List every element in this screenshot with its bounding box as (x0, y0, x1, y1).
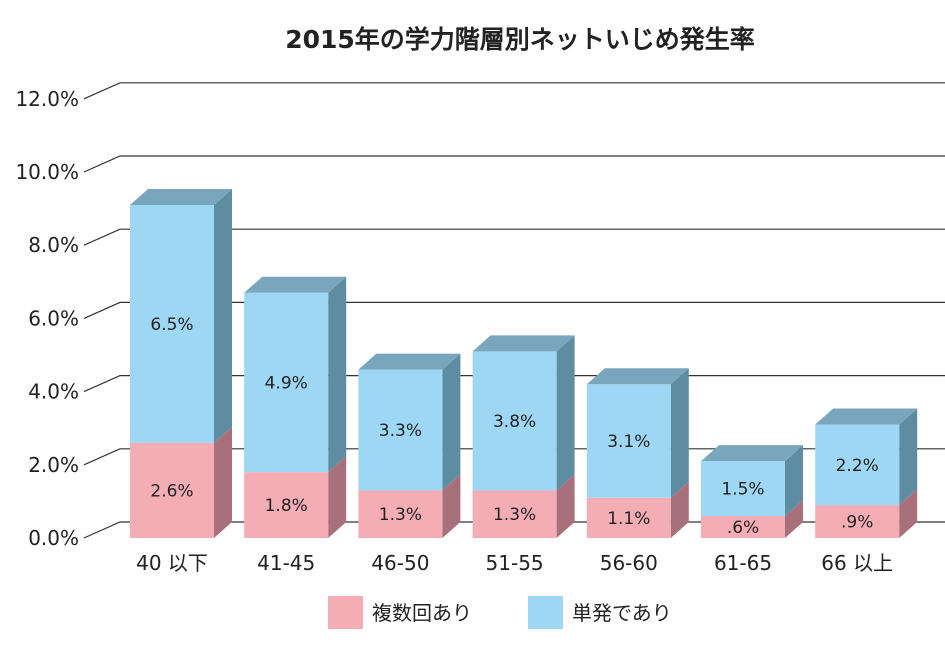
y-tick-label: 4.0% (28, 380, 79, 404)
bar-side (442, 353, 461, 491)
legend-label: 単発であり (572, 601, 672, 625)
bar-segment (586, 384, 671, 498)
data-label: .9% (841, 513, 873, 533)
bar-top (701, 445, 803, 462)
gridline (83, 82, 945, 100)
legend-swatch (328, 596, 363, 629)
y-tick-label: 0.0% (28, 526, 79, 550)
bar-segment (586, 497, 671, 538)
data-label: 1.3% (379, 505, 422, 525)
bar-top (358, 353, 461, 370)
bar-segment (472, 490, 557, 538)
gridline (83, 301, 945, 319)
bar-segment (815, 505, 900, 538)
y-axis-ticks: 0.0% 2.0% 4.0% 6.0% 8.0% 10.0% 12.0% (15, 87, 79, 550)
x-axis-categories: 40 以下 41-45 46-50 51-55 56-60 61-65 66 以上 (136, 551, 893, 575)
bar-segment (130, 204, 214, 443)
bar-segment (244, 292, 329, 473)
data-label: .6% (727, 518, 759, 538)
x-tick-label: 66 以上 (821, 551, 893, 575)
bar-top (472, 335, 575, 352)
y-tick-label: 2.0% (28, 453, 79, 477)
bar-side (785, 500, 803, 538)
x-tick-label: 41-45 (257, 551, 315, 575)
y-tick-label: 10.0% (15, 160, 79, 184)
bars: 2.6% 6.5% 1.8% 4.9% 1.3% 3.3% 1.3% 3.8% 1.1% 3.1%… (130, 188, 918, 538)
legend-swatch (528, 596, 563, 629)
legend: 複数回あり 単発であり (328, 596, 672, 629)
data-label: 1.3% (493, 505, 536, 525)
x-tick-label: 51-55 (486, 551, 544, 575)
x-tick-label: 40 以下 (136, 551, 208, 575)
data-label: 3.8% (493, 412, 536, 432)
data-label: 3.3% (379, 421, 422, 441)
bar-side (556, 335, 575, 491)
bar-segment (130, 442, 214, 538)
bar-side (214, 188, 232, 443)
bar-segment (358, 490, 443, 538)
x-tick-label: 46-50 (371, 551, 429, 575)
bar-segment (472, 351, 557, 491)
data-label: 1.8% (265, 496, 308, 516)
data-label: 2.2% (836, 456, 879, 476)
bar-side (214, 426, 232, 538)
gridlines (83, 82, 945, 539)
y-tick-label: 12.0% (15, 87, 79, 111)
x-tick-label: 56-60 (600, 551, 658, 575)
data-label: 4.9% (265, 373, 308, 393)
bar-side (670, 368, 689, 498)
bar-segment (701, 461, 785, 517)
bar-segment (701, 516, 785, 538)
bar-top (130, 188, 232, 205)
bar-top (586, 368, 689, 385)
bar-side (785, 445, 803, 517)
chart-title: 2015年の学力階層別ネットいじめ発生率 (285, 25, 755, 54)
gridline (83, 155, 945, 173)
bar-side (328, 456, 347, 538)
y-tick-label: 8.0% (28, 233, 79, 257)
bar-side (328, 276, 347, 473)
x-tick-label: 61-65 (714, 551, 772, 575)
data-label: 1.5% (721, 480, 764, 500)
bar-segment (815, 424, 900, 506)
data-label: 6.5% (150, 315, 193, 335)
bar-segment (244, 472, 329, 538)
bar-side (442, 474, 461, 538)
gridline (83, 228, 945, 246)
legend-label: 複数回あり (372, 601, 472, 625)
bar-side (670, 481, 689, 538)
y-tick-label: 6.0% (28, 306, 79, 330)
data-label: 3.1% (607, 432, 650, 452)
bar-side (899, 408, 918, 506)
bar-segment (358, 369, 443, 491)
data-label: 1.1% (607, 509, 650, 529)
data-label: 2.6% (150, 481, 193, 501)
bar-top (815, 408, 918, 425)
bar-top (244, 276, 347, 293)
bar-side (556, 474, 575, 538)
bar-side (899, 489, 918, 538)
